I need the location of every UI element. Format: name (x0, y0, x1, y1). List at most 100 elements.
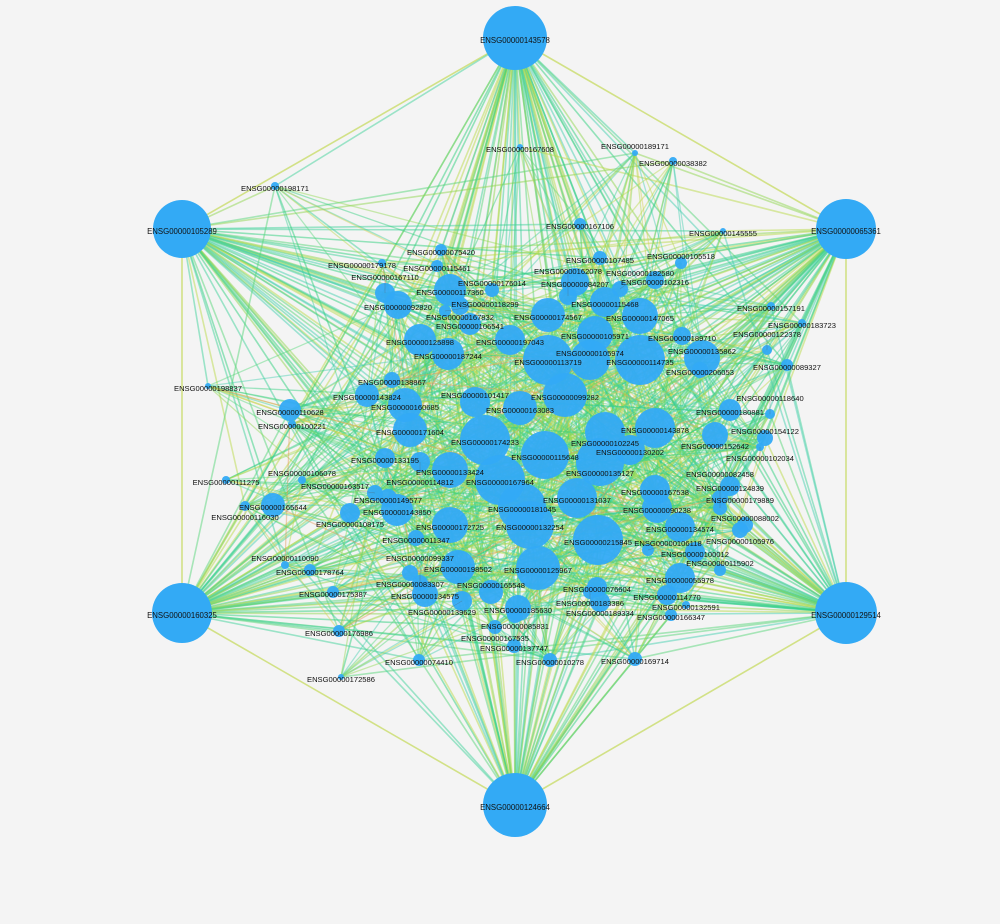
node[interactable] (628, 652, 642, 666)
node[interactable] (355, 383, 379, 407)
node[interactable] (304, 564, 316, 576)
node[interactable] (483, 773, 547, 837)
node[interactable] (261, 493, 285, 517)
node[interactable] (432, 338, 464, 370)
node[interactable] (692, 362, 708, 378)
node[interactable] (495, 325, 525, 355)
node[interactable] (682, 601, 690, 609)
node[interactable] (543, 373, 587, 417)
node[interactable] (573, 515, 623, 565)
edge (564, 394, 731, 411)
node[interactable] (657, 585, 677, 605)
node[interactable] (685, 542, 705, 562)
node[interactable] (675, 257, 687, 269)
node[interactable] (384, 291, 412, 319)
node[interactable] (288, 420, 296, 428)
node[interactable] (714, 564, 726, 576)
node[interactable] (669, 157, 677, 165)
node[interactable] (815, 582, 877, 644)
node[interactable] (431, 260, 443, 272)
node[interactable] (506, 501, 554, 549)
edge (457, 566, 672, 616)
node[interactable] (340, 503, 360, 523)
node[interactable] (483, 6, 547, 70)
node[interactable] (517, 144, 523, 150)
node[interactable] (642, 493, 672, 523)
node[interactable] (590, 287, 620, 317)
node[interactable] (665, 609, 677, 621)
node[interactable] (816, 199, 876, 259)
node[interactable] (479, 580, 503, 604)
node[interactable] (543, 653, 557, 667)
node[interactable] (665, 563, 695, 593)
node[interactable] (574, 218, 586, 230)
node[interactable] (622, 298, 658, 334)
node[interactable] (503, 391, 537, 425)
node[interactable] (485, 283, 499, 297)
node[interactable] (281, 561, 289, 569)
node[interactable] (432, 452, 468, 488)
node[interactable] (665, 512, 695, 542)
node[interactable] (435, 244, 447, 256)
node[interactable] (702, 422, 728, 448)
edge (719, 228, 847, 571)
node[interactable] (523, 335, 573, 385)
node[interactable] (632, 150, 638, 156)
node[interactable] (635, 408, 675, 448)
node[interactable] (781, 359, 793, 371)
node[interactable] (381, 494, 413, 526)
node[interactable] (153, 200, 211, 258)
node[interactable] (327, 586, 339, 598)
node[interactable] (516, 546, 560, 590)
node[interactable] (279, 399, 301, 421)
node-label: ENSG00000143850 (363, 508, 431, 517)
node[interactable] (615, 335, 665, 385)
node[interactable] (590, 592, 610, 612)
node[interactable] (375, 448, 395, 468)
edge (459, 305, 768, 351)
node[interactable] (720, 476, 740, 496)
node[interactable] (521, 431, 569, 479)
node[interactable] (402, 565, 418, 581)
node[interactable] (333, 625, 345, 637)
node[interactable] (460, 415, 510, 465)
node[interactable] (720, 228, 726, 234)
node[interactable] (576, 438, 624, 486)
node[interactable] (593, 251, 607, 265)
node[interactable] (271, 182, 279, 190)
node[interactable] (673, 327, 691, 345)
edge (272, 504, 687, 606)
node[interactable] (384, 372, 400, 388)
node[interactable] (451, 297, 469, 315)
node[interactable] (404, 324, 436, 356)
node[interactable] (557, 478, 597, 518)
node[interactable] (432, 507, 468, 543)
node[interactable] (222, 476, 230, 484)
node[interactable] (719, 399, 741, 421)
node[interactable] (615, 435, 645, 465)
node[interactable] (798, 319, 806, 327)
node[interactable] (152, 583, 212, 643)
node[interactable] (408, 530, 424, 546)
node[interactable] (460, 387, 490, 417)
node[interactable] (767, 302, 775, 310)
node[interactable] (507, 607, 523, 623)
node[interactable] (757, 430, 773, 446)
node[interactable] (412, 581, 438, 607)
node[interactable] (531, 298, 565, 332)
node[interactable] (732, 522, 748, 538)
node[interactable] (570, 340, 610, 380)
node[interactable] (338, 674, 344, 680)
node[interactable] (441, 550, 475, 584)
edge (576, 497, 847, 614)
node[interactable] (459, 313, 481, 335)
node[interactable] (507, 639, 521, 653)
node[interactable] (298, 476, 306, 484)
node-label: ENSG00000135127 (566, 469, 634, 478)
node[interactable] (413, 654, 425, 666)
node[interactable] (205, 383, 211, 389)
node[interactable] (393, 413, 427, 447)
node[interactable] (646, 271, 664, 289)
